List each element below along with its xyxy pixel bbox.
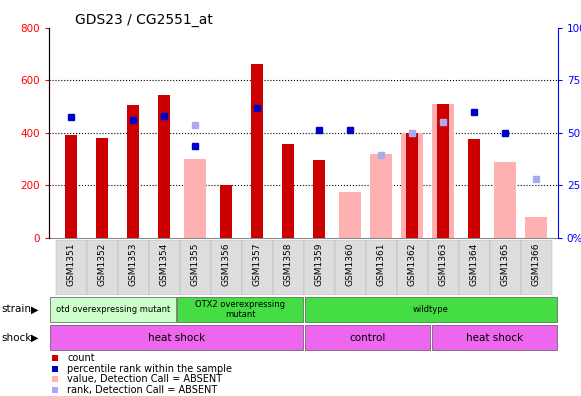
Bar [521,240,551,295]
Text: percentile rank within the sample: percentile rank within the sample [67,364,232,373]
Bar [184,159,206,238]
Bar [303,240,335,295]
Bar [272,240,304,295]
Text: GSM1360: GSM1360 [346,242,354,286]
Bar [468,139,480,238]
Text: GDS23 / CG2551_at: GDS23 / CG2551_at [75,13,213,27]
Text: heat shock: heat shock [148,333,205,343]
Bar [370,154,392,238]
Bar [335,240,365,295]
Bar [65,135,77,238]
Bar [127,105,139,238]
Text: GSM1351: GSM1351 [67,242,76,286]
Bar [432,104,454,238]
Bar [251,65,263,238]
Bar [282,145,294,238]
Text: heat shock: heat shock [465,333,523,343]
Bar [51,326,303,350]
Text: GSM1354: GSM1354 [160,242,168,286]
Text: rank, Detection Call = ABSENT: rank, Detection Call = ABSENT [67,385,217,395]
Text: count: count [67,353,95,363]
Text: control: control [349,333,385,343]
Bar [87,240,117,295]
Bar [51,297,175,322]
Bar [304,326,430,350]
Bar [525,217,547,238]
Text: GSM1364: GSM1364 [469,242,479,286]
Text: value, Detection Call = ABSENT: value, Detection Call = ABSENT [67,375,223,385]
Text: ▶: ▶ [31,333,38,343]
Bar [177,297,303,322]
Text: ▶: ▶ [31,304,38,314]
Bar [432,326,557,350]
Bar [428,240,458,295]
Bar [339,192,361,238]
Text: strain: strain [2,304,32,314]
Text: GSM1358: GSM1358 [284,242,293,286]
Bar [96,138,108,238]
Text: otd overexpressing mutant: otd overexpressing mutant [56,305,170,314]
Text: GSM1359: GSM1359 [314,242,324,286]
Text: GSM1356: GSM1356 [221,242,231,286]
Bar [56,240,87,295]
Bar [401,133,423,238]
Text: wildtype: wildtype [413,305,449,314]
Bar [242,240,272,295]
Text: GSM1361: GSM1361 [376,242,386,286]
Bar [458,240,490,295]
Bar [304,297,557,322]
Text: GSM1352: GSM1352 [98,242,106,286]
Text: GSM1365: GSM1365 [501,242,510,286]
Text: GSM1366: GSM1366 [532,242,540,286]
Bar [149,240,180,295]
Text: GSM1355: GSM1355 [191,242,200,286]
Bar [397,240,428,295]
Bar [406,133,418,238]
Text: GSM1363: GSM1363 [439,242,447,286]
Bar [494,162,516,238]
Text: OTX2 overexpressing
mutant: OTX2 overexpressing mutant [195,300,285,319]
Bar [490,240,521,295]
Text: GSM1353: GSM1353 [128,242,138,286]
Text: GSM1362: GSM1362 [407,242,417,286]
Bar [313,160,325,238]
Bar [437,104,449,238]
Bar [220,185,232,238]
Bar [117,240,149,295]
Text: shock: shock [2,333,32,343]
Text: GSM1357: GSM1357 [253,242,261,286]
Bar [365,240,397,295]
Bar [210,240,242,295]
Bar [180,240,210,295]
Bar [158,95,170,238]
